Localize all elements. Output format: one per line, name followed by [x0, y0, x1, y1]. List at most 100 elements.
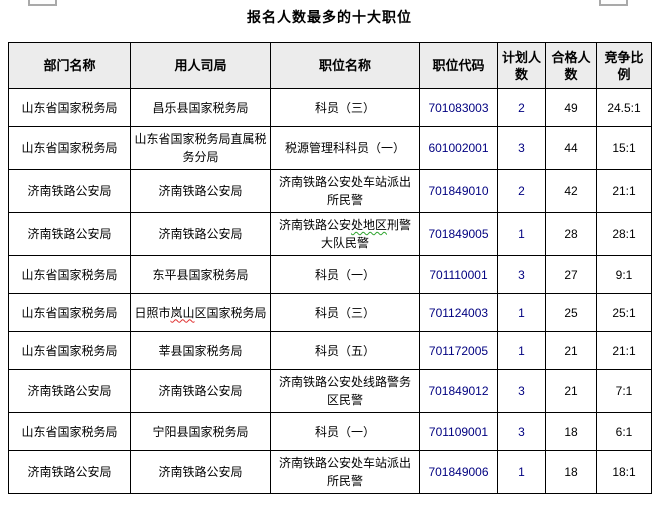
- cell-bureau: 山东省国家税务局直属税务分局: [130, 126, 271, 170]
- cell-code: 701124003: [419, 293, 498, 332]
- cell-qualified: 27: [545, 255, 597, 294]
- cell-position: 科员（五）: [270, 331, 420, 370]
- cell-ratio: 25:1: [596, 293, 652, 332]
- cell-code: 701849006: [419, 450, 498, 494]
- top-ten-positions-table: 部门名称 用人司局 职位名称 职位代码 计划人数 合格人数 竞争比例 山东省国家…: [8, 42, 652, 494]
- cell-qualified: 18: [545, 412, 597, 451]
- cell-ratio: 7:1: [596, 369, 652, 413]
- cell-bureau: 济南铁路公安局: [130, 450, 271, 494]
- column-header-department: 部门名称: [8, 42, 131, 89]
- cell-dept: 山东省国家税务局: [8, 255, 131, 294]
- table-row: 济南铁路公安局 济南铁路公安局 济南铁路公安处车站派出所民警 701849006 1 18…: [8, 450, 652, 494]
- cell-qualified: 25: [545, 293, 597, 332]
- cell-plan: 1: [497, 450, 546, 494]
- table-row: 济南铁路公安局 济南铁路公安局 济南铁路公安处车站派出所民警 701849010 2 42…: [8, 169, 652, 213]
- cell-dept: 山东省国家税务局: [8, 126, 131, 170]
- cell-code: 701172005: [419, 331, 498, 370]
- cell-code: 701849010: [419, 169, 498, 213]
- cell-code: 701110001: [419, 255, 498, 294]
- cell-text: 日照市: [134, 305, 171, 320]
- table-row: 山东省国家税务局 山东省国家税务局直属税务分局 税源管理科科员（一） 60100200…: [8, 126, 652, 170]
- column-header-bureau: 用人司局: [130, 42, 271, 89]
- table-header: 部门名称 用人司局 职位名称 职位代码 计划人数 合格人数 竞争比例: [8, 42, 652, 89]
- cell-dept: 济南铁路公安局: [8, 450, 131, 494]
- table-row: 山东省国家税务局 莘县国家税务局 科员（五） 701172005 1 21 21:1: [8, 331, 652, 370]
- cell-text: 刑警大队民警: [320, 218, 412, 250]
- cell-dept: 济南铁路公安局: [8, 369, 131, 413]
- cell-ratio: 28:1: [596, 212, 652, 256]
- cell-dept: 山东省国家税务局: [8, 88, 131, 127]
- cell-qualified: 42: [545, 169, 597, 213]
- cell-ratio: 9:1: [596, 255, 652, 294]
- column-header-planned-count: 计划人数: [497, 42, 546, 89]
- cell-ratio: 21:1: [596, 331, 652, 370]
- cell-code: 701849012: [419, 369, 498, 413]
- spellcheck-marked-text: 处地区: [350, 218, 387, 232]
- clipped-box-artifact-left: [28, 0, 57, 6]
- table-body: 山东省国家税务局 昌乐县国家税务局 科员（三） 701083003 2 49 24.5:1 山…: [8, 88, 652, 494]
- table-row: 济南铁路公安局 济南铁路公安局 济南铁路公安处地区刑警大队民警 701849005 1 2…: [8, 212, 652, 256]
- cell-position: 税源管理科科员（一）: [270, 126, 420, 170]
- cell-dept: 山东省国家税务局: [8, 412, 131, 451]
- cell-position: 济南铁路公安处地区刑警大队民警: [270, 212, 420, 256]
- cell-bureau: 昌乐县国家税务局: [130, 88, 271, 127]
- table-row: 济南铁路公安局 济南铁路公安局 济南铁路公安处线路警务区民警 701849012 3 21…: [8, 369, 652, 413]
- cell-text: 区国家税务局: [194, 305, 267, 320]
- cell-position: 科员（一）: [270, 412, 420, 451]
- cell-position: 济南铁路公安处车站派出所民警: [270, 169, 420, 213]
- cell-ratio: 21:1: [596, 169, 652, 213]
- cell-dept: 山东省国家税务局: [8, 331, 131, 370]
- page-title: 报名人数最多的十大职位: [247, 9, 412, 25]
- cell-code: 701083003: [419, 88, 498, 127]
- column-header-position-name: 职位名称: [270, 42, 420, 89]
- cell-plan: 1: [497, 212, 546, 256]
- table-row: 山东省国家税务局 日照市岚山区国家税务局 科员（三） 701124003 1 25 25:1: [8, 293, 652, 332]
- cell-position: 科员（一）: [270, 255, 420, 294]
- cell-plan: 3: [497, 412, 546, 451]
- cell-bureau: 济南铁路公安局: [130, 212, 271, 256]
- cell-bureau: 宁阳县国家税务局: [130, 412, 271, 451]
- cell-qualified: 18: [545, 450, 597, 494]
- cell-position: 科员（三）: [270, 293, 420, 332]
- cell-plan: 2: [497, 169, 546, 213]
- cell-ratio: 6:1: [596, 412, 652, 451]
- cell-code: 601002001: [419, 126, 498, 170]
- clipped-box-artifact-right: [599, 0, 628, 6]
- cell-bureau: 东平县国家税务局: [130, 255, 271, 294]
- cell-dept: 济南铁路公安局: [8, 169, 131, 213]
- cell-bureau: 日照市岚山区国家税务局: [130, 293, 271, 332]
- cell-bureau: 莘县国家税务局: [130, 331, 271, 370]
- cell-qualified: 21: [545, 331, 597, 370]
- cell-code: 701109001: [419, 412, 498, 451]
- cell-position: 科员（三）: [270, 88, 420, 127]
- cell-ratio: 24.5:1: [596, 88, 652, 127]
- column-header-qualified-count: 合格人数: [545, 42, 597, 89]
- table-row: 山东省国家税务局 东平县国家税务局 科员（一） 701110001 3 27 9:1: [8, 255, 652, 294]
- cell-dept: 济南铁路公安局: [8, 212, 131, 256]
- cell-bureau: 济南铁路公安局: [130, 169, 271, 213]
- cell-qualified: 49: [545, 88, 597, 127]
- table-row: 山东省国家税务局 宁阳县国家税务局 科员（一） 701109001 3 18 6:1: [8, 412, 652, 451]
- cell-ratio: 18:1: [596, 450, 652, 494]
- cell-qualified: 21: [545, 369, 597, 413]
- cell-ratio: 15:1: [596, 126, 652, 170]
- column-header-competition-ratio: 竞争比例: [596, 42, 652, 89]
- cell-qualified: 28: [545, 212, 597, 256]
- cell-plan: 3: [497, 255, 546, 294]
- cell-plan: 3: [497, 369, 546, 413]
- cell-position: 济南铁路公安处车站派出所民警: [270, 450, 420, 494]
- cell-position: 济南铁路公安处线路警务区民警: [270, 369, 420, 413]
- cell-qualified: 44: [545, 126, 597, 170]
- column-header-position-code: 职位代码: [419, 42, 498, 89]
- cell-bureau: 济南铁路公安局: [130, 369, 271, 413]
- cell-dept: 山东省国家税务局: [8, 293, 131, 332]
- table-row: 山东省国家税务局 昌乐县国家税务局 科员（三） 701083003 2 49 24.5:1: [8, 88, 652, 127]
- table-header-row: 部门名称 用人司局 职位名称 职位代码 计划人数 合格人数 竞争比例: [8, 42, 652, 89]
- cell-plan: 1: [497, 293, 546, 332]
- cell-code: 701849005: [419, 212, 498, 256]
- spellcheck-marked-text: 岚山: [170, 305, 195, 320]
- cell-plan: 2: [497, 88, 546, 127]
- cell-plan: 1: [497, 331, 546, 370]
- cell-text: 济南铁路公安: [278, 218, 351, 232]
